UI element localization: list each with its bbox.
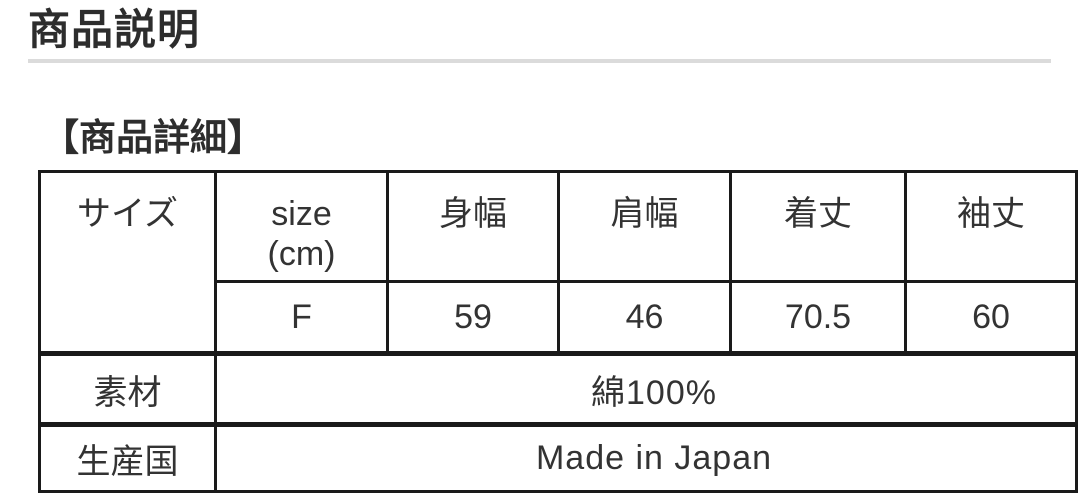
value-sleeve-length: 60 — [904, 280, 1078, 355]
col-header-body-width: 身幅 — [386, 170, 560, 283]
country-value: Made in Japan — [214, 422, 1078, 493]
value-shoulder-width: 46 — [557, 280, 732, 355]
material-label: 素材 — [38, 351, 217, 426]
product-spec-table: サイズ size (cm) 身幅 肩幅 着丈 袖丈 F 59 46 70.5 6… — [38, 170, 1078, 493]
table-values-row: F 59 46 70.5 60 — [40, 280, 1078, 355]
value-body-width: 59 — [386, 280, 560, 355]
value-size: F — [214, 280, 389, 355]
table-country-row: 生産国 Made in Japan — [38, 422, 1078, 493]
col-header-sleeve-length: 袖丈 — [904, 170, 1078, 283]
col-header-shoulder-width: 肩幅 — [557, 170, 732, 283]
col-header-length: 着丈 — [729, 170, 907, 283]
material-value: 綿100% — [214, 351, 1078, 426]
col-header-size-cm: size (cm) — [214, 170, 389, 283]
value-length: 70.5 — [729, 280, 907, 355]
table-material-row: 素材 綿100% — [38, 351, 1078, 426]
section-title: 【商品詳細】 — [42, 117, 264, 158]
page-title: 商品説明 — [28, 6, 201, 53]
title-underline — [28, 59, 1051, 63]
country-label: 生産国 — [38, 422, 217, 493]
table-header-row: サイズ size (cm) 身幅 肩幅 着丈 袖丈 — [38, 170, 1078, 355]
size-row-label: サイズ — [38, 170, 217, 355]
